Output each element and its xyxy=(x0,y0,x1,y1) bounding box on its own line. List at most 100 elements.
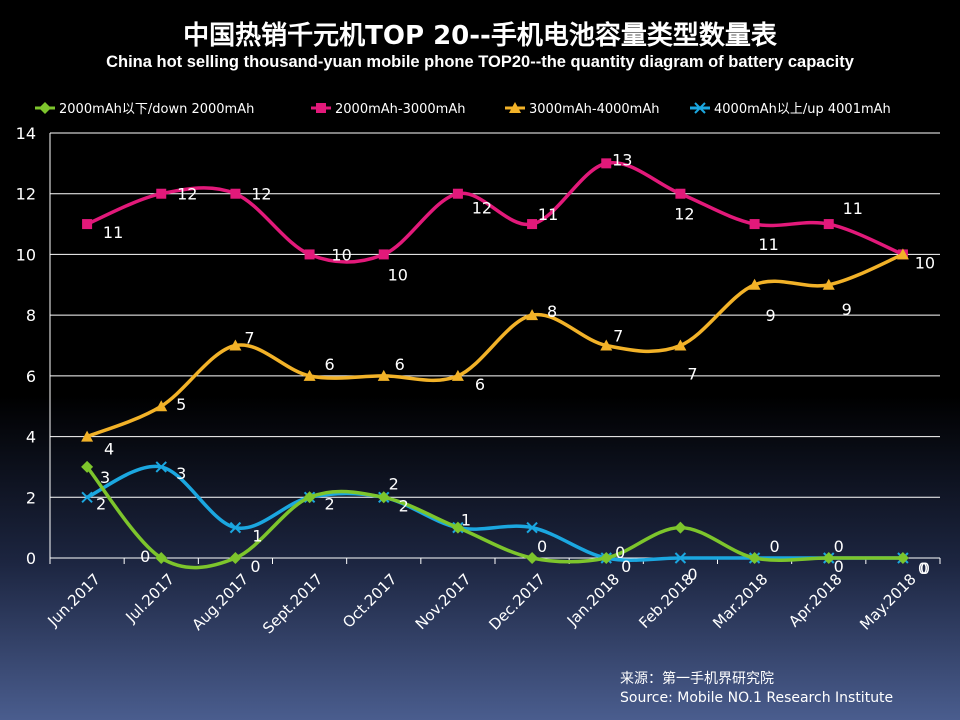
legend-item-4[interactable]: 4000mAh以上/up 4001mAh xyxy=(690,102,891,117)
legend-item-1[interactable]: 2000mAh以下/down 2000mAh xyxy=(35,102,254,117)
chart-subtitle: China hot selling thousand-yuan mobile p… xyxy=(106,53,855,71)
chart-title: 中国热销千元机TOP 20--手机电池容量类型数量表 xyxy=(183,20,778,51)
x-tick-label: Apr.2018 xyxy=(785,570,845,630)
data-label: 3 xyxy=(176,464,186,483)
legend-marker xyxy=(694,102,706,114)
series-1-point xyxy=(526,552,539,564)
data-label: 10 xyxy=(388,265,408,284)
series-1-point xyxy=(229,552,242,564)
x-tick-label: Aug.2017 xyxy=(188,570,252,634)
data-label: 2 xyxy=(389,474,399,493)
series-2-point xyxy=(82,219,93,230)
series-line-3 xyxy=(86,252,904,439)
data-label: 11 xyxy=(103,223,123,242)
data-label: 2 xyxy=(96,494,106,513)
series-2-point xyxy=(304,249,315,260)
series-1-point xyxy=(81,460,94,473)
data-label: 11 xyxy=(538,205,558,224)
data-label: 11 xyxy=(758,235,778,254)
series-1-point xyxy=(377,491,390,504)
data-label: 0 xyxy=(621,557,631,576)
series-1-point xyxy=(600,552,613,564)
series-4-point xyxy=(674,552,687,564)
series-1-point xyxy=(303,491,316,504)
series-2-point xyxy=(823,219,834,230)
gridlines xyxy=(49,132,940,559)
data-label: 7 xyxy=(613,327,623,346)
data-label: 11 xyxy=(843,199,863,218)
series-3-point xyxy=(229,339,242,351)
legend-item-2[interactable]: 2000mAh-3000mAh xyxy=(311,102,465,117)
data-label: 1 xyxy=(252,527,262,546)
y-tick-label: 14 xyxy=(16,124,36,143)
series-1-point xyxy=(822,552,835,564)
y-tick-label: 6 xyxy=(26,367,36,386)
series-1-point xyxy=(748,552,761,564)
data-label: 0 xyxy=(537,537,547,556)
legend-label: 3000mAh-4000mAh xyxy=(529,102,659,117)
y-tick-label: 2 xyxy=(26,488,36,507)
series-2-point xyxy=(156,188,167,199)
data-label: 12 xyxy=(674,205,694,224)
legend-marker xyxy=(509,102,521,113)
series-3-point xyxy=(451,369,464,381)
x-tick-label: Dec.2017 xyxy=(485,570,549,634)
data-label: 6 xyxy=(324,355,334,374)
source-cn: 来源：第一手机界研究院 xyxy=(620,670,774,687)
data-label: 12 xyxy=(177,185,197,204)
data-label: 6 xyxy=(395,355,405,374)
x-tick-label: Jan.2018 xyxy=(563,570,623,630)
data-label: 9 xyxy=(842,300,852,319)
data-label: 13 xyxy=(612,150,632,169)
data-label: 0 xyxy=(250,557,260,576)
data-label: 0 xyxy=(834,557,844,576)
legend-marker xyxy=(316,103,326,113)
data-label: 1 xyxy=(461,511,471,530)
series-line-2 xyxy=(86,160,904,264)
data-label: 10 xyxy=(915,253,935,272)
series-2-point xyxy=(749,219,760,230)
data-label: 0 xyxy=(918,559,928,578)
legend-label: 2000mAh以下/down 2000mAh xyxy=(59,102,254,117)
x-tick-label: Mar.2018 xyxy=(709,570,771,632)
data-label: 12 xyxy=(472,199,492,218)
legend-label: 2000mAh-3000mAh xyxy=(335,102,465,117)
data-label: 10 xyxy=(331,245,351,264)
series-2-point xyxy=(675,188,686,199)
data-label: 0 xyxy=(834,537,844,556)
data-label: 0 xyxy=(769,537,779,556)
data-label: 9 xyxy=(765,306,775,325)
data-label: 0 xyxy=(615,543,625,562)
series-3-point xyxy=(674,339,687,351)
x-tick-label: May.2018 xyxy=(856,570,920,634)
x-tick-label: Sept.2017 xyxy=(259,570,326,637)
legend-marker xyxy=(39,102,51,114)
x-tick-label: Oct.2017 xyxy=(339,570,400,631)
data-label: 7 xyxy=(244,329,254,348)
series-3-point xyxy=(600,339,613,351)
data-label: 7 xyxy=(687,365,697,384)
legend-label: 4000mAh以上/up 4001mAh xyxy=(714,102,891,117)
data-label: 0 xyxy=(920,559,930,578)
series-3-point xyxy=(155,400,168,412)
series-4-point xyxy=(229,521,242,534)
series-3-point xyxy=(822,278,835,290)
data-label: 3 xyxy=(100,468,110,487)
y-tick-label: 0 xyxy=(26,549,36,568)
series-2-point xyxy=(230,188,241,199)
data-label: 0 xyxy=(687,565,697,584)
series-4-point xyxy=(155,461,167,473)
legend-item-3[interactable]: 3000mAh-4000mAh xyxy=(505,102,659,117)
series-2-point xyxy=(527,219,538,230)
x-tick-label: Jul.2017 xyxy=(121,570,178,627)
x-tick-label: Nov.2017 xyxy=(412,570,475,633)
legend: 2000mAh以下/down 2000mAh 2000mAh-3000mAh 300… xyxy=(35,102,891,117)
data-label: 12 xyxy=(251,185,271,204)
series-3-point xyxy=(81,430,94,442)
series-1-point xyxy=(451,521,464,534)
series-4-point xyxy=(526,521,538,534)
x-tick-label: Jun.2017 xyxy=(44,570,104,630)
series-line-1 xyxy=(85,465,903,570)
